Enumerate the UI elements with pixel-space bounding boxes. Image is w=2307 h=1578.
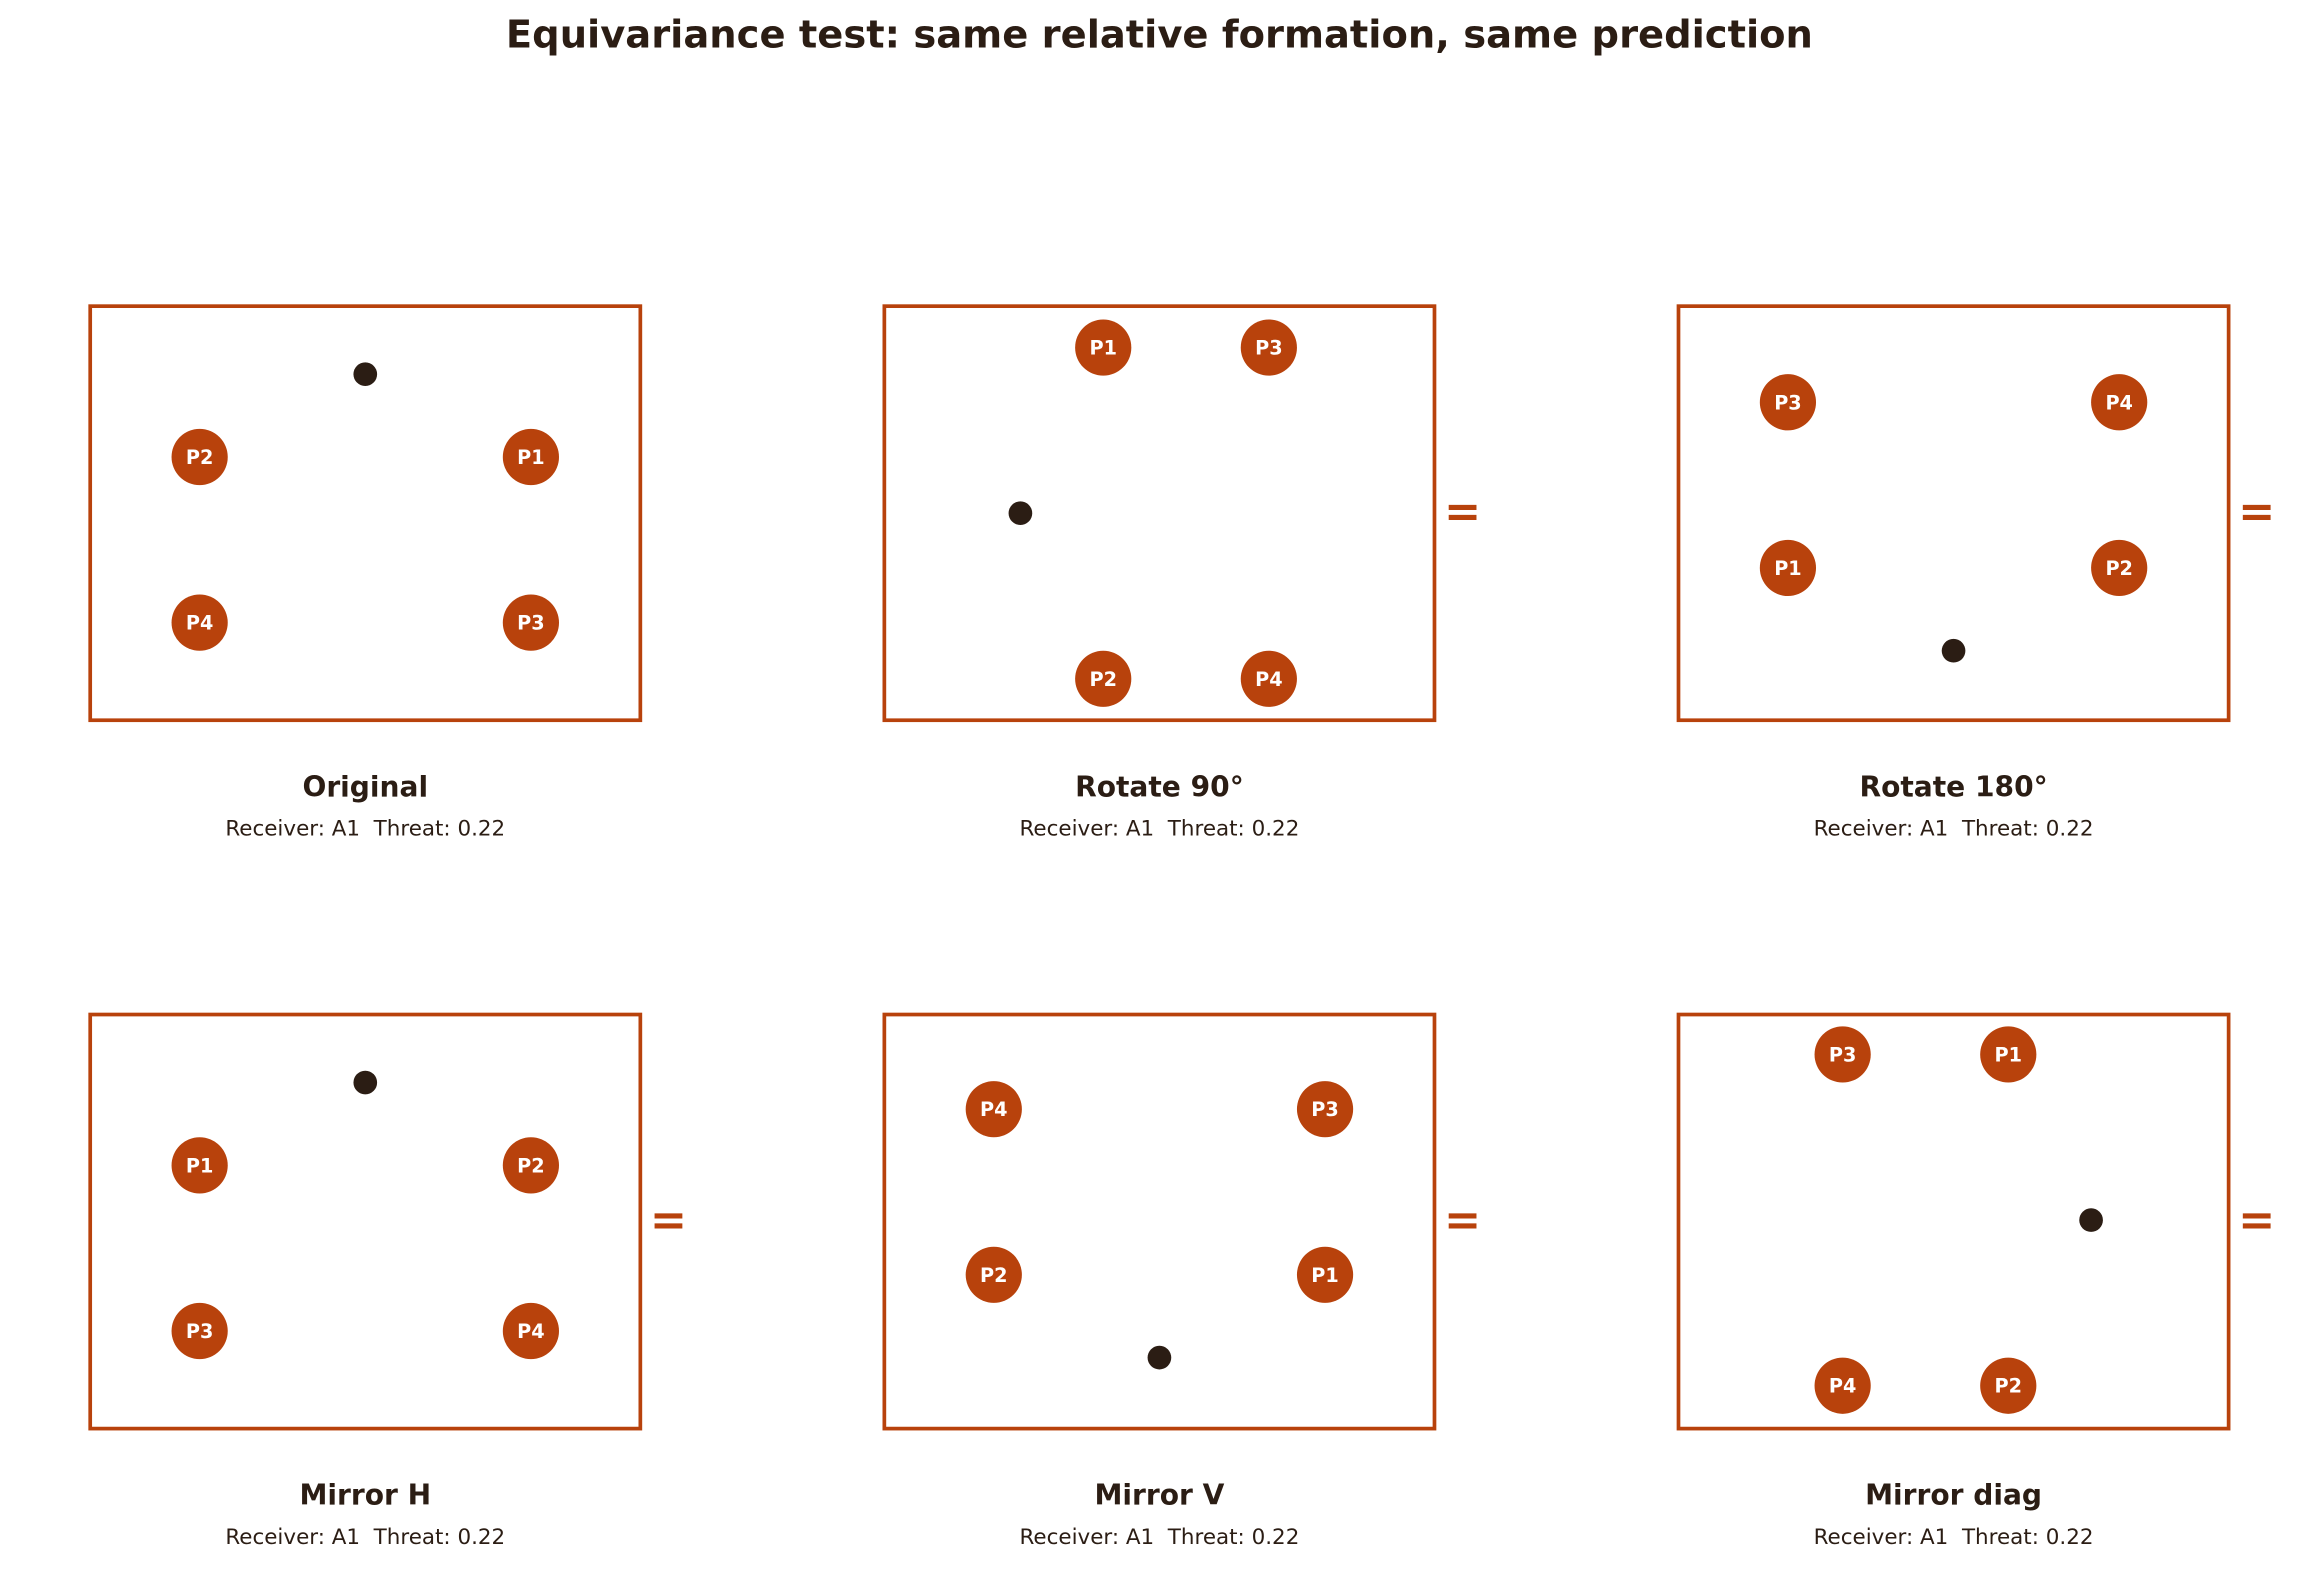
panel-name: Rotate 90° [1075, 770, 1244, 803]
panel-name: Mirror V [1094, 1479, 1224, 1512]
player [965, 1246, 1022, 1303]
player [1814, 1357, 1871, 1414]
player-label: P2 [517, 1154, 544, 1177]
player [171, 594, 228, 651]
player [2091, 374, 2148, 431]
player-label: P3 [186, 1320, 213, 1343]
player [171, 428, 228, 486]
player-label: P4 [1829, 1375, 1856, 1398]
player [502, 1302, 560, 1360]
player [171, 1302, 228, 1360]
equals-sign: = [2238, 1195, 2275, 1246]
player-label: P4 [980, 1098, 1007, 1121]
pitch [88, 304, 643, 723]
player [1759, 539, 1817, 597]
equals-sign: = [1444, 487, 1481, 538]
ball [353, 362, 378, 387]
panel-name: Original [302, 770, 428, 803]
ball [353, 1070, 378, 1095]
player [1980, 1026, 2037, 1083]
ball [1008, 501, 1033, 526]
figure-title: Equivariance test: same relative formati… [506, 13, 1813, 58]
player-label: P1 [1089, 337, 1116, 360]
panel-caption: Receiver: A1 Threat: 0.22 [1019, 817, 1299, 842]
player-label: P2 [1995, 1375, 2022, 1398]
player-label: P3 [1774, 391, 1801, 414]
pitch [1676, 1012, 2231, 1431]
player [1075, 650, 1132, 707]
player [502, 594, 560, 651]
player-label: P2 [186, 446, 213, 469]
player-label: P2 [980, 1264, 1007, 1287]
pitch [88, 1012, 643, 1431]
panel-caption: Receiver: A1 Threat: 0.22 [225, 817, 505, 842]
player [171, 1137, 228, 1194]
panel-caption: Receiver: A1 Threat: 0.22 [1814, 1525, 2094, 1550]
panel-caption: Receiver: A1 Threat: 0.22 [1814, 817, 2094, 842]
player-label: P1 [517, 446, 544, 469]
player [502, 428, 560, 486]
panel-caption: Receiver: A1 Threat: 0.22 [1019, 1525, 1299, 1550]
player-label: P1 [1774, 557, 1801, 580]
equals-sign: = [650, 1195, 687, 1246]
player-label: P3 [1829, 1043, 1856, 1066]
player [1814, 1026, 1871, 1083]
pitch [882, 304, 1437, 723]
panel-name: Mirror diag [1865, 1479, 2042, 1512]
pitch [882, 1012, 1437, 1431]
player [1240, 319, 1297, 376]
player [502, 1137, 560, 1194]
panel-caption: Receiver: A1 Threat: 0.22 [225, 1525, 505, 1550]
ball [2079, 1208, 2103, 1232]
player-label: P3 [517, 612, 544, 635]
player [1075, 319, 1132, 376]
panel-name: Rotate 180° [1859, 770, 2047, 803]
player-label: P4 [2105, 391, 2132, 414]
player-label: P1 [186, 1154, 213, 1177]
player-label: P2 [2105, 557, 2132, 580]
player [2091, 539, 2148, 597]
player [1980, 1357, 2037, 1414]
player-label: P4 [1255, 668, 1282, 691]
player-label: P2 [1089, 668, 1116, 691]
equals-sign: = [2238, 487, 2275, 538]
player-label: P4 [186, 612, 213, 635]
player [1240, 650, 1297, 707]
ball [1941, 638, 1966, 663]
player [965, 1081, 1022, 1138]
player [1296, 1081, 1354, 1138]
player [1296, 1246, 1354, 1303]
player-label: P1 [1995, 1043, 2022, 1066]
player-label: P3 [1311, 1098, 1338, 1121]
equals-sign: = [1444, 1195, 1481, 1246]
player [1759, 374, 1817, 431]
player-label: P1 [1311, 1264, 1338, 1287]
player-label: P4 [517, 1320, 544, 1343]
player-label: P3 [1255, 337, 1282, 360]
ball [1147, 1345, 1172, 1370]
pitch [1676, 304, 2231, 723]
panel-name: Mirror H [299, 1479, 431, 1512]
